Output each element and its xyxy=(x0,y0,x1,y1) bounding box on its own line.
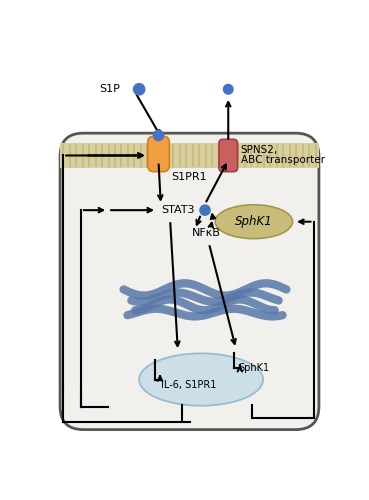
FancyBboxPatch shape xyxy=(60,133,319,430)
Point xyxy=(136,86,142,94)
Text: STAT3: STAT3 xyxy=(161,205,194,215)
Point xyxy=(202,206,208,214)
FancyBboxPatch shape xyxy=(219,140,238,172)
Text: SphK1: SphK1 xyxy=(235,215,273,228)
Text: S1PR1: S1PR1 xyxy=(171,172,207,181)
Point xyxy=(156,132,162,140)
Ellipse shape xyxy=(139,354,263,406)
Text: S1P: S1P xyxy=(99,84,120,94)
FancyBboxPatch shape xyxy=(148,136,169,172)
Point xyxy=(225,86,231,94)
Text: SPNS2,: SPNS2, xyxy=(241,144,278,154)
Text: ABC transporter: ABC transporter xyxy=(241,156,325,166)
Bar xyxy=(60,143,319,168)
Text: IL-6, S1PR1: IL-6, S1PR1 xyxy=(161,380,216,390)
Ellipse shape xyxy=(215,205,293,238)
Text: SphK1: SphK1 xyxy=(238,363,269,373)
Text: NFκB: NFκB xyxy=(192,228,221,238)
